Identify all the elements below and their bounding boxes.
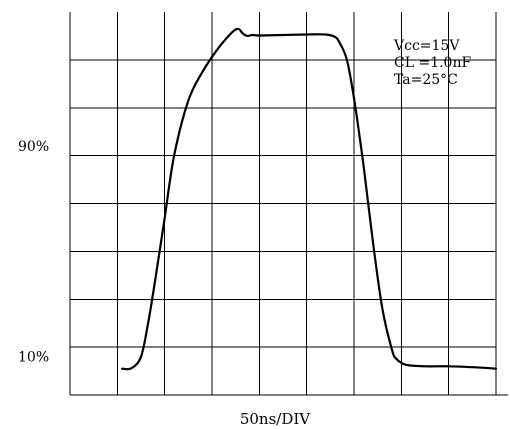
y-tick-label: 10% <box>18 350 49 366</box>
y-tick-labels: 90% 10% <box>18 139 49 366</box>
waveform-trace <box>121 27 498 371</box>
y-tick-label: 90% <box>18 139 49 155</box>
x-axis-label: 50ns/DIV <box>240 410 311 428</box>
test-condition-text: Ta=25°C <box>394 72 458 88</box>
axes <box>69 12 508 396</box>
test-condition-text: CL =1.0nF <box>394 55 471 71</box>
test-condition-text: Vcc=15V <box>393 38 460 54</box>
grid <box>70 12 497 395</box>
